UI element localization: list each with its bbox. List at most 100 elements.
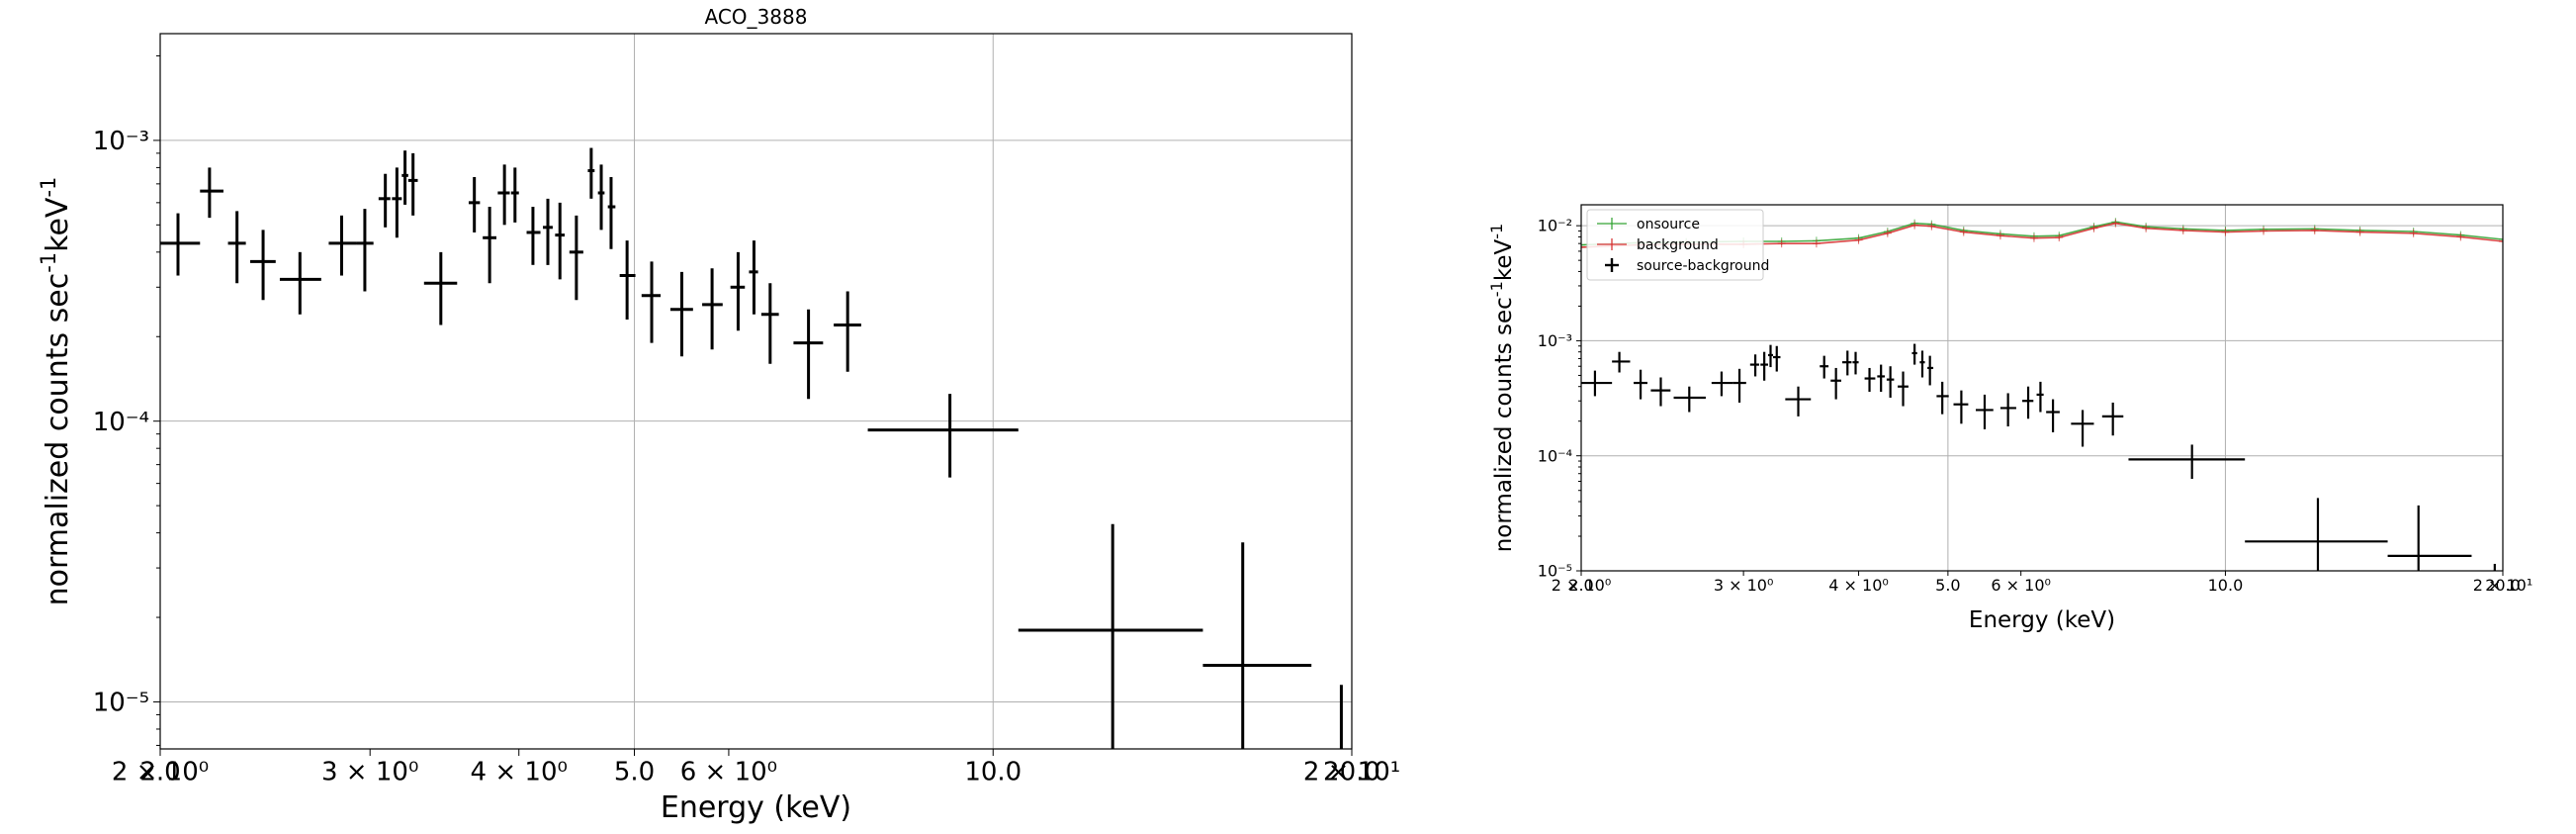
data-point bbox=[1898, 371, 1909, 407]
y-tick-label: 10⁻⁴ bbox=[93, 408, 149, 437]
data-point bbox=[328, 215, 357, 276]
data-point bbox=[378, 173, 391, 228]
series-data bbox=[160, 147, 1343, 749]
data-point bbox=[483, 207, 497, 284]
data-point bbox=[1581, 240, 1585, 249]
x-axis-label: Energy (keV) bbox=[1969, 607, 2115, 633]
data-point bbox=[1854, 235, 1863, 244]
data-point bbox=[1830, 367, 1841, 400]
data-point bbox=[1711, 371, 1733, 397]
x-axis: 2.02 × 10⁰ 3 × 10⁰ 4 × 10⁰ 5.0 6 × 10⁰ 10.0 20… bbox=[112, 749, 1400, 788]
x-tick-label: 2.0 bbox=[1568, 576, 1593, 595]
data-point bbox=[1996, 232, 2004, 240]
data-point bbox=[392, 167, 402, 238]
data-point bbox=[702, 268, 723, 350]
data-point bbox=[497, 164, 510, 226]
data-point bbox=[510, 167, 519, 223]
data-point bbox=[2221, 228, 2230, 236]
x-tick-label: 10.0 bbox=[964, 758, 1022, 788]
legend: onsource background source-background bbox=[1586, 209, 1769, 281]
data-point bbox=[1976, 394, 1994, 429]
legend-item-background: background bbox=[1597, 237, 1719, 253]
data-point bbox=[1202, 542, 1312, 749]
plot-area bbox=[1581, 218, 2503, 571]
data-point bbox=[1018, 523, 1203, 749]
data-point bbox=[1760, 351, 1768, 381]
x-tick-label: 2 × 10⁰ bbox=[1552, 576, 1612, 595]
data-point bbox=[526, 207, 541, 265]
data-point bbox=[569, 215, 583, 301]
data-point bbox=[1612, 351, 1631, 373]
x-axis-label: Energy (keV) bbox=[661, 790, 851, 825]
x-tick-label: 5.0 bbox=[1935, 576, 1960, 595]
plot-area bbox=[160, 147, 1343, 749]
data-point bbox=[279, 251, 321, 315]
data-point bbox=[1842, 350, 1852, 376]
x-tick-label: 20.0 bbox=[1323, 758, 1380, 788]
data-point bbox=[160, 213, 201, 276]
data-point bbox=[749, 240, 758, 315]
data-point bbox=[1959, 228, 1968, 236]
data-point bbox=[423, 251, 458, 325]
data-point bbox=[2022, 386, 2034, 419]
data-point bbox=[2499, 235, 2503, 244]
data-point bbox=[227, 211, 246, 284]
legend-label: source-background bbox=[1637, 258, 1769, 274]
data-point bbox=[1927, 222, 1936, 231]
data-point bbox=[1953, 390, 1969, 424]
data-point bbox=[867, 394, 1019, 478]
data-point bbox=[1883, 229, 1892, 237]
data-point bbox=[1732, 368, 1746, 403]
x-tick-label: 2.0 bbox=[139, 758, 180, 788]
data-point bbox=[1634, 369, 1647, 400]
data-point bbox=[2493, 563, 2496, 571]
data-point bbox=[543, 198, 553, 265]
data-point bbox=[2310, 226, 2319, 234]
data-point bbox=[1852, 351, 1859, 375]
legend-label: background bbox=[1637, 237, 1719, 253]
data-point bbox=[1773, 345, 1781, 372]
data-point bbox=[2101, 402, 2124, 436]
data-point bbox=[1581, 370, 1613, 397]
data-point bbox=[1650, 377, 1671, 407]
y-axis: 10⁻⁵ 10⁻⁴ 10⁻³ 10⁻² bbox=[1538, 217, 1581, 581]
data-point bbox=[401, 150, 408, 205]
data-point bbox=[2178, 226, 2187, 234]
y-tick-label: 10⁻⁴ bbox=[1538, 446, 1572, 465]
x-tick-label: 6 × 10⁰ bbox=[680, 758, 777, 788]
y-axis-label: normalized counts sec-1keV-1 bbox=[1487, 224, 1518, 553]
data-point bbox=[1812, 239, 1821, 248]
data-point bbox=[2355, 228, 2364, 236]
data-point bbox=[834, 291, 861, 372]
x-tick-label: 2 × 10⁰ bbox=[112, 758, 209, 788]
data-point bbox=[2409, 229, 2418, 237]
data-point bbox=[641, 261, 662, 343]
x-tick-label: 4 × 10⁰ bbox=[471, 758, 568, 788]
y-tick-label: 10⁻² bbox=[1538, 217, 1572, 235]
plot-frame bbox=[159, 33, 1353, 750]
x-tick-label: 3 × 10⁰ bbox=[1714, 576, 1774, 595]
data-point bbox=[619, 240, 636, 321]
data-point bbox=[1911, 343, 1917, 365]
data-point bbox=[2245, 498, 2388, 571]
data-point bbox=[2071, 410, 2094, 447]
data-point bbox=[1936, 381, 1949, 415]
data-point bbox=[760, 283, 779, 364]
data-point bbox=[2089, 224, 2098, 232]
data-point bbox=[1339, 685, 1343, 749]
data-point bbox=[2387, 505, 2472, 571]
y-axis: 10⁻⁵ 10⁻⁴ 10⁻³ bbox=[93, 127, 160, 718]
chart-onsource-background: 2.02 × 10⁰ 3 × 10⁰ 4 × 10⁰ 5.0 6 × 10⁰ 10.0 20… bbox=[1487, 204, 2532, 633]
legend-box bbox=[1586, 209, 1764, 281]
data-point bbox=[587, 147, 595, 199]
data-point bbox=[407, 152, 418, 216]
data-point bbox=[555, 202, 566, 280]
legend-item-source-background: source-background bbox=[1605, 258, 1769, 274]
data-point bbox=[1886, 366, 1895, 398]
data-point bbox=[1785, 386, 1812, 417]
data-point bbox=[1777, 239, 1786, 248]
data-point bbox=[468, 177, 481, 232]
chart-title: ACO_3888 bbox=[704, 5, 807, 29]
data-point bbox=[1877, 364, 1885, 393]
